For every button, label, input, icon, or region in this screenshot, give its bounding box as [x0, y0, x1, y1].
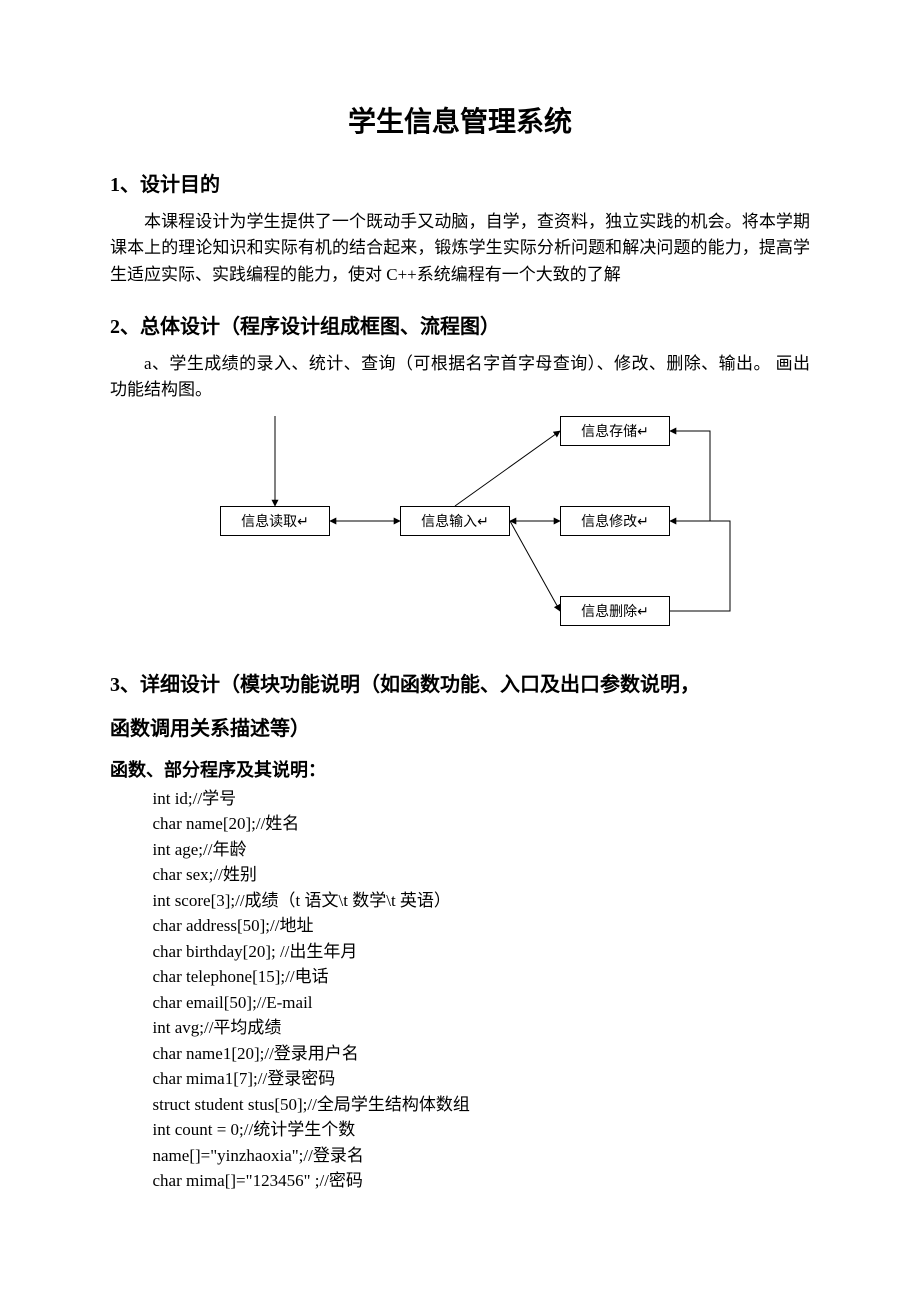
code-line: char mima[]="123456" ;//密码: [153, 1168, 811, 1194]
flowchart-node-read: 信息读取↵: [220, 506, 330, 536]
code-line: int age;//年龄: [153, 837, 811, 863]
code-line: int count = 0;//统计学生个数: [153, 1117, 811, 1143]
code-line: int avg;//平均成绩: [153, 1015, 811, 1041]
code-line: char telephone[15];//电话: [153, 964, 811, 990]
page-title: 学生信息管理系统: [110, 100, 810, 140]
code-line: char birthday[20]; //出生年月: [153, 939, 811, 965]
section2-heading: 2、总体设计（程序设计组成框图、流程图）: [110, 310, 810, 339]
section1-heading: 1、设计目的: [110, 168, 810, 197]
flowchart: 信息存储↵ 信息读取↵ 信息输入↵ 信息修改↵ 信息删除↵: [180, 416, 740, 646]
code-line: char address[50];//地址: [153, 913, 811, 939]
section3-heading-line1: 3、详细设计（模块功能说明（如函数功能、入口及出口参数说明，: [110, 668, 810, 702]
code-line: name[]="yinzhaoxia";//登录名: [153, 1143, 811, 1169]
code-line: struct student stus[50];//全局学生结构体数组: [153, 1092, 811, 1118]
section3-heading-line2: 函数调用关系描述等）: [110, 712, 810, 746]
code-line: char mima1[7];//登录密码: [153, 1066, 811, 1092]
code-line: char name1[20];//登录用户名: [153, 1041, 811, 1067]
section3-subhead: 函数、部分程序及其说明：: [110, 756, 810, 782]
code-line: int id;//学号: [153, 786, 811, 812]
flowchart-container: 信息存储↵ 信息读取↵ 信息输入↵ 信息修改↵ 信息删除↵: [110, 416, 810, 646]
code-line: int score[3];//成绩（t 语文\t 数学\t 英语）: [153, 888, 811, 914]
section2-body: a、学生成绩的录入、统计、查询（可根据名字首字母查询）、修改、删除、输出。 画出…: [110, 351, 810, 404]
code-line: char sex;//姓别: [153, 862, 811, 888]
flowchart-node-input: 信息输入↵: [400, 506, 510, 536]
flowchart-node-modify: 信息修改↵: [560, 506, 670, 536]
code-block: int id;//学号char name[20];//姓名int age;//年…: [110, 786, 810, 1194]
section1-body: 本课程设计为学生提供了一个既动手又动脑，自学，查资料，独立实践的机会。将本学期课…: [110, 209, 810, 288]
flowchart-node-delete: 信息删除↵: [560, 596, 670, 626]
code-line: char name[20];//姓名: [153, 811, 811, 837]
code-line: char email[50];//E-mail: [153, 990, 811, 1016]
flowchart-node-store: 信息存储↵: [560, 416, 670, 446]
